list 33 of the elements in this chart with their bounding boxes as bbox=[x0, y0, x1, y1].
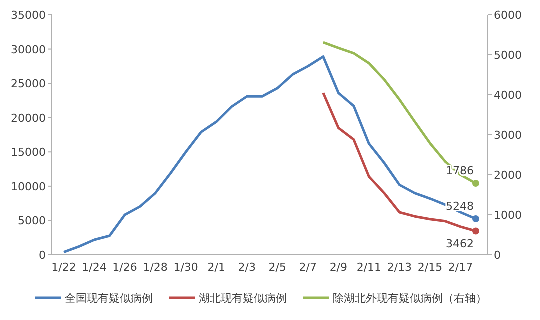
data-label: 3462 bbox=[446, 237, 474, 250]
x-tick-label: 1/28 bbox=[143, 261, 168, 274]
x-tick-label: 2/7 bbox=[299, 261, 317, 274]
y2-tick-label: 2000 bbox=[494, 169, 522, 182]
y2-tick-label: 6000 bbox=[494, 9, 522, 22]
y2-tick-label: 1000 bbox=[494, 209, 522, 222]
x-tick-label: 1/30 bbox=[174, 261, 198, 274]
y-tick-label: 30000 bbox=[11, 43, 46, 56]
y-tick-label: 5000 bbox=[18, 214, 46, 228]
y-tick-label: 35000 bbox=[11, 9, 46, 22]
x-tick-label: 2/17 bbox=[448, 261, 474, 274]
x-tick-label: 2/1 bbox=[208, 261, 226, 274]
legend-label: 除湖北外现有疑似病例（右轴） bbox=[333, 292, 487, 305]
x-tick-label: 1/24 bbox=[82, 261, 107, 274]
y-tick-label: 15000 bbox=[11, 146, 46, 160]
y-tick-label: 10000 bbox=[11, 180, 46, 194]
x-tick-label: 2/15 bbox=[418, 261, 443, 274]
legend-label: 全国现有疑似病例 bbox=[65, 292, 153, 305]
x-tick-label: 2/13 bbox=[387, 261, 412, 274]
y-tick-label: 25000 bbox=[11, 78, 46, 91]
x-tick-label: 2/11 bbox=[356, 261, 382, 274]
legend-label: 湖北现有疑似病例 bbox=[199, 292, 287, 305]
y2-tick-label: 4000 bbox=[494, 89, 522, 102]
y2-tick-label: 5000 bbox=[494, 49, 522, 62]
x-tick-label: 2/5 bbox=[268, 261, 286, 274]
x-tick-label: 1/22 bbox=[52, 261, 76, 274]
x-tick-label: 1/26 bbox=[112, 261, 138, 274]
x-tick-label: 2/3 bbox=[238, 261, 256, 274]
y-tick-label: 0 bbox=[39, 249, 46, 262]
x-tick-label: 2/9 bbox=[330, 261, 348, 274]
y-tick-label: 20000 bbox=[11, 112, 46, 125]
y2-tick-label: 0 bbox=[494, 249, 501, 262]
y2-tick-label: 3000 bbox=[494, 129, 522, 142]
